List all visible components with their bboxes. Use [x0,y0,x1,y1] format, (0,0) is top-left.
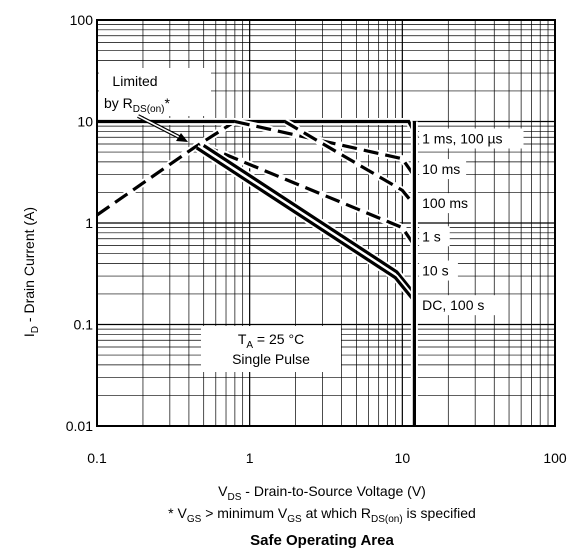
y-tick-label: 0.01 [66,418,93,434]
series-line [283,120,416,207]
curve-label-bg [419,193,475,214]
curve-label: 1 s [422,228,441,244]
y-tick-label: 100 [70,12,94,28]
annotation-conditions-line1: TA = 25 °C [238,331,304,351]
x-tick-label: 1 [246,450,254,466]
footnote: * VGS > minimum VGS at which RDS(on) is … [168,505,476,525]
series-line [203,144,416,247]
series-dc-100-s [194,144,418,304]
annotation-conditions-line2: Single Pulse [232,351,310,367]
series-1-s [202,142,418,248]
annotation-conditions: TA = 25 °C Single Pulse [201,326,341,372]
series-line [202,144,416,295]
x-tick-label: 100 [543,450,567,466]
curve-label: DC, 100 s [422,297,484,313]
curve-labels: 1 ms, 100 µs 10 ms 100 ms 1 s 10 s DC, 100 s [419,128,524,316]
y-tick-label: 0.1 [74,317,94,333]
annotation-limited: Limited by RDS(on)* [99,68,211,142]
curve-label-bg [419,159,467,180]
annotation-arrow [137,114,188,142]
grid [97,20,555,426]
series-line [96,120,236,217]
curve-label: 10 s [422,263,448,279]
curve-label-bg [419,295,499,316]
series-100-ms [283,118,418,208]
curve-label: 1 ms, 100 µs [422,131,502,147]
y-tick-label: 10 [77,114,93,130]
curve-label: 10 ms [422,161,460,177]
x-tick-label: 0.1 [87,450,107,466]
annotation-limited-line2: by RDS(on)* [104,95,170,115]
series-line [195,146,416,303]
plot-frame [96,19,556,427]
series-line [234,119,416,178]
curve-label-bg [419,260,458,281]
curves [95,118,421,426]
x-tick-label: 10 [395,450,411,466]
series-10-s [201,142,418,297]
series-limited-by-rds-on [95,118,237,218]
x-axis-title: VDS - Drain-to-Source Voltage (V) [218,483,426,503]
annotation-limited-line1: Limited [112,73,157,89]
series-halo [202,142,418,248]
y-tick-label: 1 [85,215,93,231]
curve-label-bg [419,226,450,247]
curve-label: 100 ms [422,195,468,211]
curve-label-bg [419,128,524,149]
chart-title: Safe Operating Area [250,532,394,549]
series-10-ms [234,118,418,179]
y-axis-title: ID - Drain Current (A) [21,207,41,337]
tick-labels: 0.1 1 10 100 0.01 0.1 1 10 100 [66,12,567,466]
